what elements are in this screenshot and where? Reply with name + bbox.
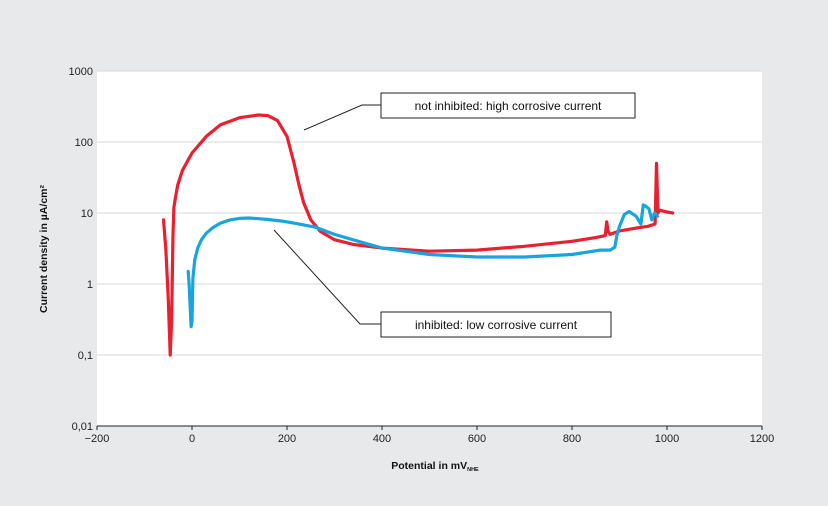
x-axis-ticks: −200 0 200 400 600 800 1000 1200	[85, 425, 774, 445]
callout-label-2: inhibited: low corrosive current	[415, 318, 578, 332]
y-axis-ticks: 0,01 0,1 1 10 100 1000	[69, 66, 93, 433]
callout-leader-2	[273, 229, 381, 325]
x-tick-label: 0	[189, 433, 195, 445]
y-tick-label: 1	[87, 279, 93, 291]
callout-leader-1	[303, 104, 381, 131]
x-axis-title: Potential in mVNHE	[391, 460, 479, 473]
plot-area	[97, 71, 762, 426]
y-tick-label: 0,1	[78, 350, 93, 362]
x-tick-label: 800	[563, 433, 581, 445]
x-tick-label: 1000	[655, 433, 679, 445]
callout-box-1	[380, 92, 636, 119]
x-tick-label: 400	[373, 433, 391, 445]
y-axis-title: Current density in µA/cm²	[38, 185, 50, 313]
x-tick-label: 600	[468, 433, 486, 445]
series-line-2	[186, 203, 660, 329]
y-tick-label: 0,01	[72, 421, 93, 433]
y-tick-label: 1000	[69, 66, 93, 78]
y-tick-label: 10	[81, 208, 93, 220]
chart-frame: not inhibited: high corrosive current inh…	[5, 5, 823, 501]
chart: not inhibited: high corrosive current inh…	[38, 66, 774, 473]
x-tick-label: 1200	[750, 433, 774, 445]
callouts: not inhibited: high corrosive current inh…	[273, 92, 636, 338]
x-tick-label: −200	[85, 433, 110, 445]
callout-box-2	[380, 311, 612, 338]
y-tick-label: 100	[75, 137, 93, 149]
series-line-1	[161, 113, 675, 357]
x-tick-label: 200	[278, 433, 296, 445]
callout-label-1: not inhibited: high corrosive current	[415, 99, 602, 113]
series-group	[161, 113, 675, 357]
